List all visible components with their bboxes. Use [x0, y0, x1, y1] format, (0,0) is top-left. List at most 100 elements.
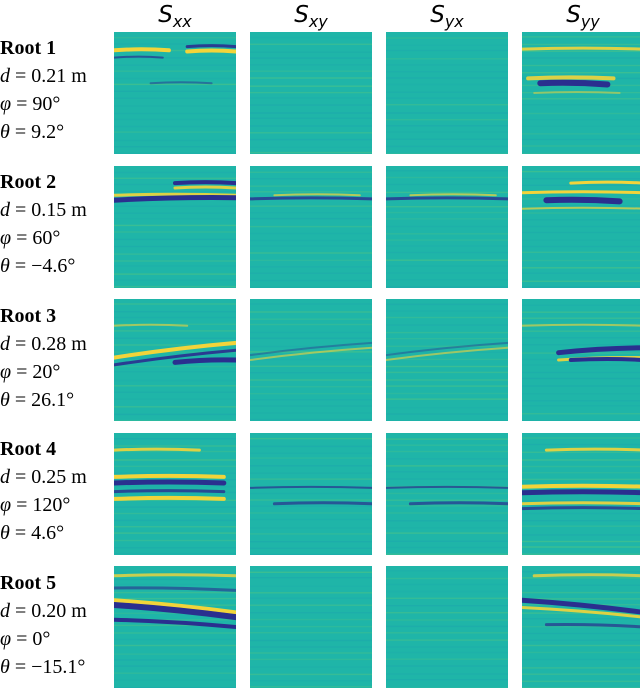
texture-band [250, 212, 372, 214]
reflection-band [537, 79, 611, 88]
theta-line: θ = −4.6° [0, 252, 112, 280]
texture-band [250, 405, 372, 407]
reflection-band [114, 479, 227, 486]
texture-band [386, 145, 508, 148]
texture-band [522, 133, 640, 135]
texture-band [114, 491, 236, 494]
reflection-band [173, 180, 236, 186]
texture-band [522, 317, 640, 319]
texture-band [522, 272, 640, 274]
radargram-image [250, 32, 372, 154]
texture-band [114, 190, 236, 193]
texture-band [522, 632, 640, 635]
panel-root-2-sxy [250, 166, 372, 288]
texture-band [522, 104, 640, 106]
texture-band [114, 152, 236, 154]
reflection-band [386, 346, 508, 361]
texture-band [386, 303, 508, 306]
depth-value: = 0.20 m [10, 600, 87, 622]
depth-line: d = 0.20 m [0, 597, 112, 625]
texture-band [522, 280, 640, 282]
texture-band [386, 679, 508, 681]
theta-symbol: θ [0, 656, 10, 678]
texture-band [522, 478, 640, 481]
texture-band [114, 379, 236, 382]
texture-band [522, 337, 640, 339]
texture-band [250, 418, 372, 421]
texture-band [114, 438, 236, 440]
texture-band [386, 465, 508, 467]
texture-band [114, 97, 236, 99]
reflection-band [568, 357, 640, 362]
reflection-band [556, 345, 640, 356]
texture-band [386, 272, 508, 274]
texture-band [114, 665, 236, 667]
texture-band [386, 176, 508, 179]
texture-band [386, 44, 508, 46]
texture-band [250, 279, 372, 282]
texture-band [522, 437, 640, 439]
texture-band [522, 680, 640, 683]
root-3-label: Root 3 d = 0.28 m φ = 20° θ = 26.1° [0, 302, 112, 414]
texture-band [114, 37, 236, 39]
texture-band [522, 534, 640, 536]
reflection-band [114, 340, 236, 360]
texture-band [250, 225, 372, 228]
texture-band [114, 273, 236, 275]
depth-line: d = 0.21 m [0, 62, 112, 90]
depth-value: = 0.28 m [10, 333, 87, 355]
texture-band [522, 72, 640, 74]
texture-band [522, 170, 640, 173]
reflection-band [409, 193, 497, 197]
texture-band [522, 239, 640, 241]
texture-band [250, 571, 372, 573]
texture-band [522, 658, 640, 661]
texture-band [114, 406, 236, 408]
texture-band [386, 392, 508, 395]
texture-band [114, 450, 236, 453]
texture-band [386, 286, 508, 288]
texture-band [386, 265, 508, 267]
depth-value: = 0.25 m [10, 466, 87, 488]
root-title: Root 5 [0, 572, 57, 594]
texture-band [114, 279, 236, 281]
radargram-image [522, 166, 640, 288]
phi-line: φ = 60° [0, 224, 112, 252]
texture-band [522, 212, 640, 214]
panel-root-3-syx [386, 299, 508, 421]
texture-band [250, 393, 372, 395]
panel-root-4-syy [522, 433, 640, 555]
texture-band [522, 500, 640, 502]
phi-value: = 20° [11, 361, 61, 383]
phi-line: φ = 20° [0, 358, 112, 386]
texture-band [250, 337, 372, 339]
texture-band [522, 571, 640, 573]
theta-symbol: θ [0, 121, 10, 143]
texture-band [522, 459, 640, 461]
depth-line: d = 0.15 m [0, 196, 112, 224]
reflection-band [185, 44, 236, 49]
texture-band [250, 252, 372, 254]
texture-band [386, 450, 508, 453]
reflection-band [114, 617, 236, 629]
texture-band [522, 505, 640, 507]
texture-band [522, 36, 640, 38]
column-header-subscript: yx [444, 12, 464, 31]
texture-band [386, 233, 508, 235]
depth-line: d = 0.28 m [0, 330, 112, 358]
texture-band [114, 391, 236, 393]
texture-band [250, 331, 372, 334]
texture-band [114, 687, 236, 688]
texture-band [250, 527, 372, 529]
reflection-band [544, 447, 640, 452]
panel-background [250, 299, 372, 421]
reflection-band [522, 190, 640, 195]
texture-band [386, 398, 508, 400]
texture-band [114, 459, 236, 461]
texture-band [522, 377, 640, 380]
texture-band [114, 398, 236, 400]
reflection-band [149, 81, 213, 85]
texture-band [250, 138, 372, 141]
texture-band [114, 260, 236, 262]
texture-band [386, 492, 508, 495]
